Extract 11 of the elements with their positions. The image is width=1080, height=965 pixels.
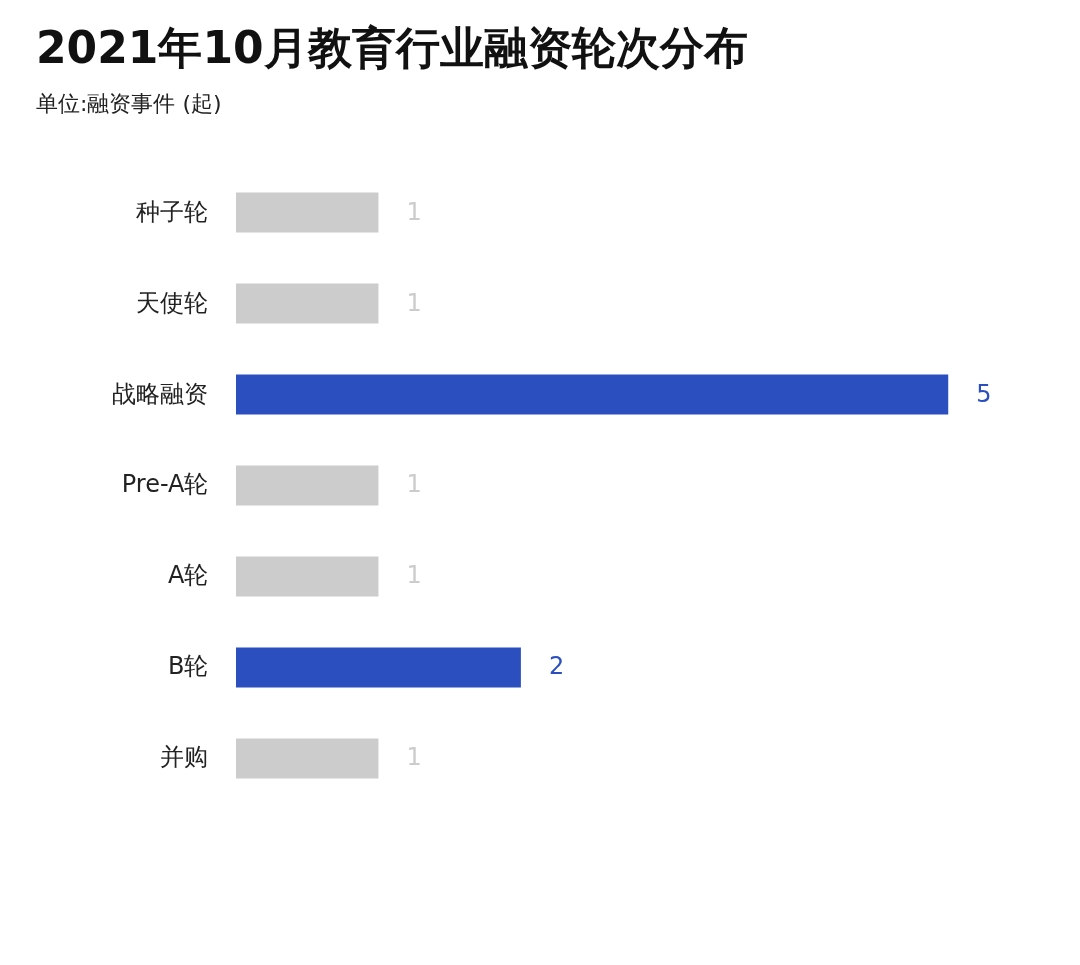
y-tick-label: B轮 (168, 652, 209, 681)
chart-title: 2021年10月教育行业融资轮次分布 (36, 22, 748, 73)
chart-subtitle: 单位:融资事件 (起) (36, 91, 222, 116)
y-tick-label: 种子轮 (136, 197, 209, 226)
y-tick-label: 并购 (160, 743, 209, 772)
y-tick-label: Pre-A轮 (121, 470, 209, 499)
data-label: 2 (548, 652, 565, 681)
data-label: 5 (976, 379, 992, 408)
y-tick-label: 战略融资 (112, 379, 209, 408)
y-tick-label: 天使轮 (136, 288, 209, 317)
y-tick-label: A轮 (168, 561, 209, 590)
